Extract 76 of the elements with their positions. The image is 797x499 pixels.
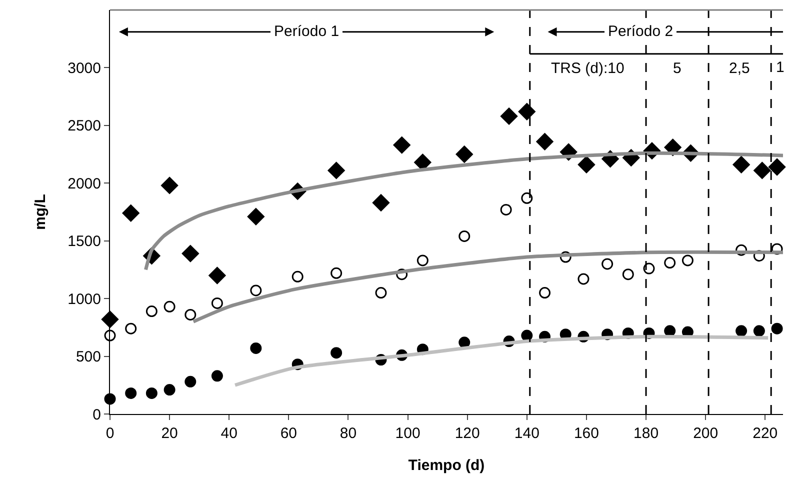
point	[578, 273, 590, 285]
y-tick-label: 1000	[68, 290, 101, 308]
point	[768, 158, 786, 176]
point	[164, 300, 176, 312]
point	[104, 330, 116, 342]
point	[161, 176, 178, 194]
point	[101, 310, 119, 328]
y-axis-title: mg/L	[32, 194, 49, 230]
point	[539, 287, 551, 299]
y-tick-label: 3000	[68, 60, 101, 77]
point	[518, 103, 536, 120]
point	[211, 370, 223, 382]
point	[375, 287, 387, 299]
point	[125, 387, 137, 399]
y-tick-label: 2000	[68, 175, 101, 192]
annotation: Período 1	[274, 23, 340, 40]
x-tick-label: 20	[161, 425, 178, 442]
point	[104, 393, 116, 405]
point	[456, 146, 473, 163]
point	[536, 133, 554, 150]
point	[330, 267, 342, 279]
point	[753, 325, 765, 337]
x-tick-label: 200	[693, 425, 718, 442]
x-axis-title: Tiempo (d)	[408, 457, 485, 474]
x-tick-label: 140	[514, 425, 540, 442]
x-tick-label: 60	[280, 425, 298, 442]
point	[146, 387, 158, 399]
point	[247, 208, 264, 226]
annotation: Período 2	[608, 23, 674, 40]
x-tick-label: 160	[574, 425, 599, 442]
point	[458, 230, 470, 242]
point	[393, 136, 410, 154]
point	[184, 376, 196, 388]
point	[578, 156, 596, 174]
point	[292, 270, 304, 282]
point	[146, 306, 158, 318]
point	[330, 347, 342, 359]
point	[416, 254, 428, 266]
point	[458, 336, 470, 348]
point	[208, 266, 226, 284]
point	[664, 257, 676, 269]
y-tick-label: 1500	[68, 233, 101, 250]
point	[184, 308, 196, 320]
x-tick-label: 120	[454, 425, 480, 442]
annotation: TRS (d):10	[551, 60, 624, 77]
point	[328, 162, 345, 179]
point	[125, 322, 137, 334]
y-tick-label: 500	[76, 348, 101, 366]
annotation: 5	[673, 60, 682, 77]
x-tick-label: 180	[634, 425, 659, 442]
point	[682, 254, 694, 266]
x-tick-label: 0	[106, 425, 114, 442]
point	[182, 245, 199, 262]
annotation: 1	[776, 59, 784, 76]
point	[250, 342, 262, 354]
point	[736, 325, 748, 337]
x-tick-label: 220	[752, 425, 778, 442]
point	[122, 204, 140, 222]
x-tick-label: 80	[340, 425, 357, 442]
annotation: 2,5	[729, 60, 750, 77]
point	[622, 268, 634, 280]
point	[771, 322, 783, 334]
point	[521, 192, 533, 204]
x-tick-label: 40	[220, 425, 238, 442]
point	[372, 194, 390, 212]
point	[500, 204, 512, 216]
x-tick-label: 100	[395, 425, 420, 442]
point	[211, 297, 223, 309]
point	[732, 156, 750, 174]
point	[602, 258, 614, 270]
y-tick-label: 2500	[68, 118, 101, 135]
point	[754, 162, 771, 179]
y-tick-label: 0	[92, 406, 101, 424]
point	[500, 108, 518, 125]
point	[164, 384, 176, 396]
point	[250, 284, 262, 296]
